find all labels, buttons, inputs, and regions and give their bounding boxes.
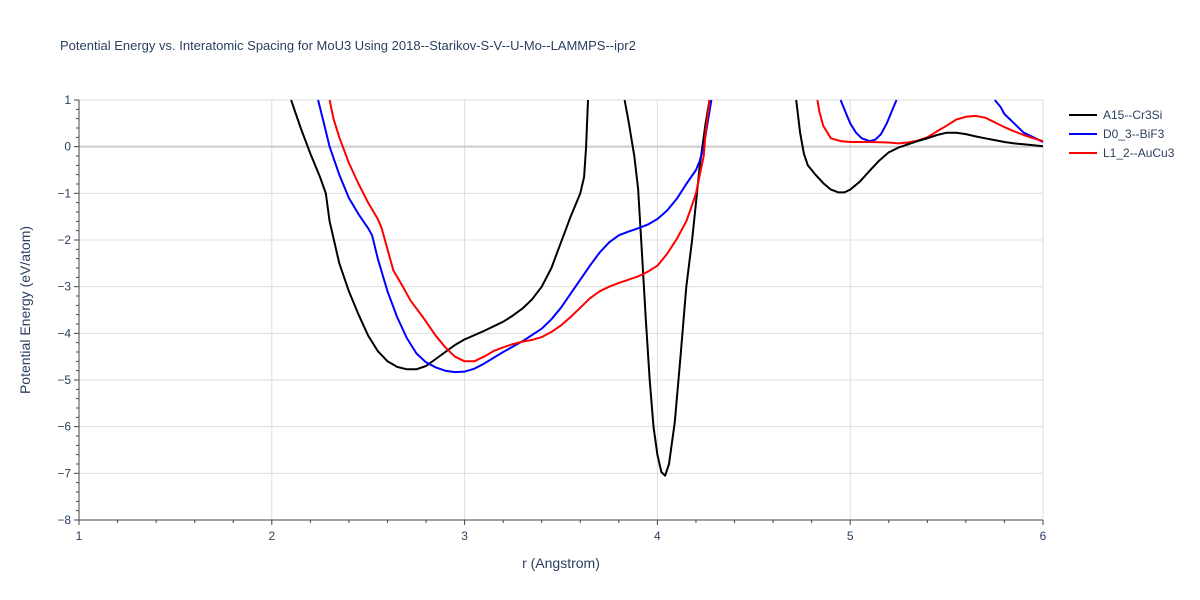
y-tick-label: 1 — [64, 93, 71, 107]
series-line — [795, 99, 1043, 194]
series-line — [816, 99, 1043, 145]
x-tick-label: 1 — [76, 529, 83, 543]
legend-label: D0_3--BiF3 — [1103, 127, 1165, 141]
y-tick-label: −3 — [57, 280, 71, 294]
x-tick-label: 2 — [268, 529, 275, 543]
grid — [79, 99, 1044, 520]
y-tick-label: −5 — [57, 373, 71, 387]
y-tick-label: −8 — [57, 513, 71, 527]
series-line — [994, 99, 1043, 143]
legend-item[interactable]: D0_3--BiF3 — [1069, 127, 1165, 141]
series-line — [839, 99, 898, 143]
y-tick-label: −7 — [57, 466, 71, 480]
x-tick-label: 3 — [461, 529, 468, 543]
x-tick-label: 6 — [1040, 529, 1047, 543]
series-group — [290, 99, 1043, 477]
legend-label: A15--Cr3Si — [1103, 108, 1162, 122]
legend-item[interactable]: L1_2--AuCu3 — [1069, 146, 1175, 160]
y-tick-label: −4 — [57, 326, 71, 340]
y-axis-title: Potential Energy (eV/atom) — [17, 226, 33, 394]
series-line — [328, 99, 711, 363]
y-tick-label: −6 — [57, 420, 71, 434]
y-tick-label: 0 — [64, 140, 71, 154]
legend-label: L1_2--AuCu3 — [1103, 146, 1175, 160]
chart-title: Potential Energy vs. Interatomic Spacing… — [60, 38, 636, 53]
x-tick-label: 5 — [847, 529, 854, 543]
y-tick-label: −2 — [57, 233, 71, 247]
series-line — [290, 99, 589, 371]
series-line — [317, 99, 713, 374]
x-axis-title: r (Angstrom) — [522, 555, 600, 571]
x-tick-label: 4 — [654, 529, 661, 543]
series-line — [623, 99, 711, 477]
axes: 1 2 3 4 5 6 1 0 −1 −2 −3 −4 −5 −6 −7 −8 — [57, 93, 1046, 543]
y-tick-label: −1 — [57, 186, 71, 200]
legend-item[interactable]: A15--Cr3Si — [1069, 108, 1162, 122]
legend[interactable]: A15--Cr3Si D0_3--BiF3 L1_2--AuCu3 — [1069, 108, 1175, 160]
